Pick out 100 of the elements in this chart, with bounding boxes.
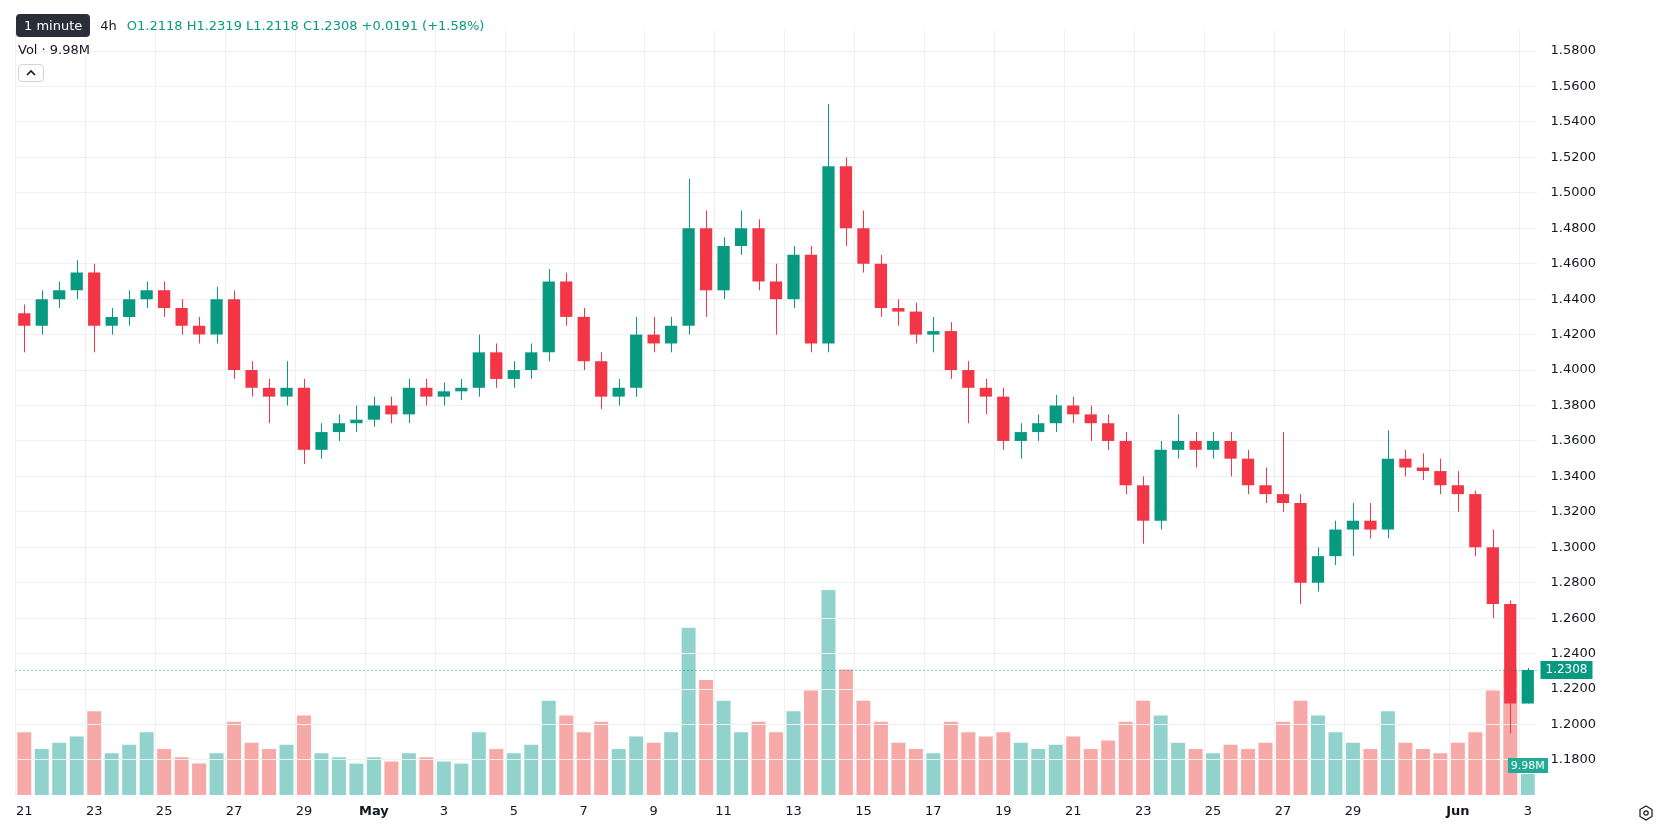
y-tick-label: 1.2400 <box>1550 645 1597 660</box>
candlestick <box>1364 502 1377 539</box>
bar <box>926 753 941 796</box>
x-tick-label: 3 <box>1523 802 1532 818</box>
candlestick <box>1032 413 1045 442</box>
y-tick-label: 1.3400 <box>1550 467 1597 483</box>
candlestick <box>175 298 188 336</box>
candlestick <box>192 316 206 344</box>
bar <box>1276 722 1291 796</box>
candlestick <box>437 381 450 407</box>
candlestick <box>1311 546 1325 593</box>
bar <box>454 764 469 796</box>
x-tick-label: 9 <box>649 802 658 818</box>
candlestick <box>769 263 783 336</box>
bar <box>244 743 259 796</box>
candlestick <box>525 342 538 380</box>
x-tick-label: Jun <box>1445 802 1470 818</box>
candlestick <box>140 280 153 309</box>
candlestick <box>332 413 346 442</box>
y-tick-label: 1.4200 <box>1550 326 1597 341</box>
candlestick <box>315 422 328 460</box>
bar <box>349 764 364 796</box>
bar <box>891 743 906 796</box>
y-tick-label: 1.3000 <box>1550 538 1597 554</box>
bar <box>506 753 521 796</box>
x-tick-label: May <box>359 802 390 818</box>
candlestick <box>1276 431 1290 513</box>
candlestick <box>699 210 713 318</box>
bar <box>401 753 416 796</box>
bar <box>821 590 836 796</box>
bar <box>1031 749 1046 796</box>
candlestick <box>612 378 625 407</box>
candlestick <box>1346 502 1360 557</box>
candlestick <box>1102 413 1115 451</box>
bar <box>192 764 207 796</box>
bar <box>786 711 801 796</box>
bar <box>681 628 696 796</box>
bar <box>856 701 871 796</box>
bar <box>1048 745 1063 796</box>
bar <box>279 745 294 796</box>
candlestick <box>420 378 433 407</box>
bar <box>751 722 766 796</box>
bar <box>1485 690 1500 796</box>
bar <box>1310 715 1325 796</box>
bar <box>1066 736 1081 796</box>
bar <box>961 732 976 796</box>
candlestick <box>1486 529 1499 619</box>
candlestick <box>227 289 241 380</box>
candlestick <box>1189 431 1202 469</box>
bar <box>908 749 923 796</box>
x-tick-label: 27 <box>1274 802 1292 818</box>
y-tick-label: 1.4400 <box>1550 290 1597 306</box>
y-tick-label: 1.4600 <box>1550 255 1597 271</box>
bar <box>1380 711 1395 796</box>
bar <box>873 722 888 796</box>
candlestick <box>1294 493 1307 605</box>
x-tick-label: 17 <box>925 802 942 818</box>
x-tick-label: 19 <box>995 802 1012 818</box>
bar <box>262 749 277 796</box>
data-label: 9.98M <box>1507 757 1548 773</box>
candlestick <box>245 360 258 398</box>
bar <box>1520 774 1535 796</box>
bar <box>34 749 49 796</box>
bar <box>1468 732 1483 796</box>
bar <box>1223 745 1238 796</box>
candlestick <box>1381 429 1395 539</box>
candlestick <box>490 342 503 389</box>
candlestick <box>1399 449 1412 477</box>
y-tick-label: 1.1800 <box>1550 751 1597 767</box>
x-tick-label: 29 <box>295 802 313 818</box>
bar <box>716 701 731 796</box>
candlestick <box>210 286 223 344</box>
x-tick-label: 21 <box>16 802 33 818</box>
x-tick-label: 15 <box>855 802 872 818</box>
y-tick-label: 1.3600 <box>1550 432 1597 448</box>
x-tick-label: 11 <box>715 802 732 818</box>
candlestick <box>123 289 136 327</box>
bar <box>489 749 504 796</box>
y-tick-label: 1.5400 <box>1550 113 1597 129</box>
candlestick <box>542 268 555 362</box>
candlestick <box>1224 431 1237 477</box>
candlestick <box>734 210 748 256</box>
bar <box>594 722 609 796</box>
bar <box>1258 743 1273 796</box>
bar <box>1188 749 1203 796</box>
bar <box>769 732 784 796</box>
y-tick-label: 1.4000 <box>1550 361 1597 377</box>
bar <box>1206 753 1221 796</box>
bar <box>838 669 853 796</box>
x-tick-label: 7 <box>579 802 588 818</box>
candlestick <box>105 307 118 336</box>
bar <box>297 715 311 796</box>
bar <box>174 757 189 796</box>
bar <box>1433 753 1448 796</box>
bar <box>366 757 381 796</box>
bar <box>104 753 119 796</box>
y-tick-label: 1.3800 <box>1550 396 1597 412</box>
bar <box>69 736 84 796</box>
bar <box>943 722 958 796</box>
bar <box>1450 743 1465 796</box>
